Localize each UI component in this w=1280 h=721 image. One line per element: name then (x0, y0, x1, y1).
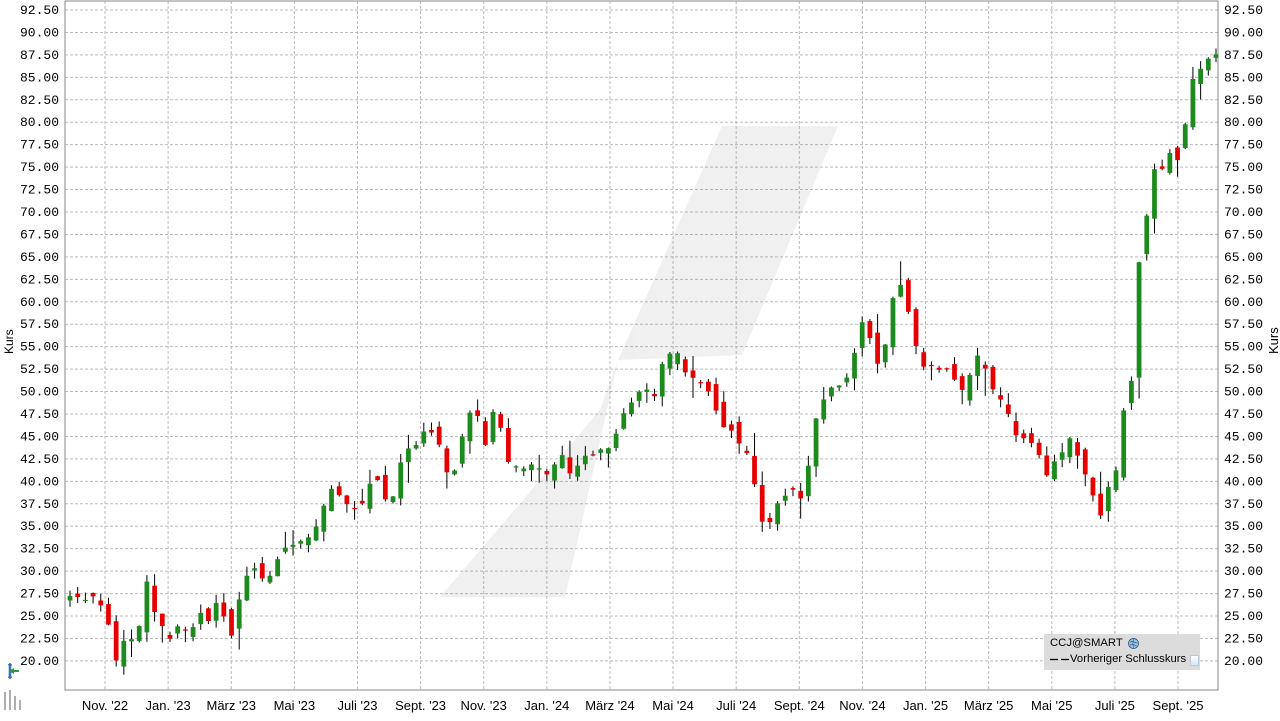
svg-text:37.50: 37.50 (1224, 497, 1263, 512)
svg-text:März '24: März '24 (585, 698, 634, 713)
svg-text:27.50: 27.50 (20, 587, 59, 602)
svg-text:25.00: 25.00 (1224, 609, 1263, 624)
svg-text:Nov. '22: Nov. '22 (82, 698, 128, 713)
svg-text:35.00: 35.00 (20, 519, 59, 534)
svg-text:90.00: 90.00 (1224, 25, 1263, 40)
svg-text:Jan. '23: Jan. '23 (146, 698, 191, 713)
svg-text:92.50: 92.50 (1224, 3, 1263, 18)
svg-text:42.50: 42.50 (20, 452, 59, 467)
svg-text:32.50: 32.50 (20, 542, 59, 557)
svg-text:Sept. '24: Sept. '24 (774, 698, 825, 713)
svg-text:82.50: 82.50 (1224, 93, 1263, 108)
svg-text:Nov. '24: Nov. '24 (839, 698, 885, 713)
svg-text:47.50: 47.50 (20, 407, 59, 422)
svg-text:Juli '23: Juli '23 (337, 698, 377, 713)
svg-text:45.00: 45.00 (1224, 429, 1263, 444)
svg-text:77.50: 77.50 (20, 138, 59, 153)
svg-text:40.00: 40.00 (20, 474, 59, 489)
svg-text:Mai '25: Mai '25 (1031, 698, 1073, 713)
svg-text:65.00: 65.00 (1224, 250, 1263, 265)
svg-text:52.50: 52.50 (20, 362, 59, 377)
svg-text:67.50: 67.50 (20, 227, 59, 242)
svg-text:90.00: 90.00 (20, 25, 59, 40)
svg-text:70.00: 70.00 (1224, 205, 1263, 220)
svg-text:32.50: 32.50 (1224, 542, 1263, 557)
svg-text:März '23: März '23 (207, 698, 256, 713)
svg-text:72.50: 72.50 (20, 183, 59, 198)
svg-text:Jan. '25: Jan. '25 (903, 698, 948, 713)
svg-text:75.00: 75.00 (1224, 160, 1263, 175)
svg-text:März '25: März '25 (964, 698, 1013, 713)
svg-text:77.50: 77.50 (1224, 138, 1263, 153)
svg-text:87.50: 87.50 (20, 48, 59, 63)
svg-text:Sept. '25: Sept. '25 (1153, 698, 1204, 713)
svg-text:60.00: 60.00 (20, 295, 59, 310)
svg-text:87.50: 87.50 (1224, 48, 1263, 63)
svg-text:22.50: 22.50 (20, 631, 59, 646)
svg-text:62.50: 62.50 (1224, 272, 1263, 287)
svg-text:50.00: 50.00 (1224, 385, 1263, 400)
svg-text:25.00: 25.00 (20, 609, 59, 624)
svg-text:62.50: 62.50 (20, 272, 59, 287)
svg-text:30.00: 30.00 (1224, 564, 1263, 579)
svg-text:60.00: 60.00 (1224, 295, 1263, 310)
svg-text:Nov. '23: Nov. '23 (461, 698, 507, 713)
svg-text:80.00: 80.00 (20, 115, 59, 130)
svg-text:85.00: 85.00 (1224, 70, 1263, 85)
svg-text:92.50: 92.50 (20, 3, 59, 18)
svg-text:22.50: 22.50 (1224, 631, 1263, 646)
svg-text:55.00: 55.00 (20, 340, 59, 355)
svg-text:Mai '24: Mai '24 (652, 698, 694, 713)
svg-text:Juli '25: Juli '25 (1095, 698, 1135, 713)
svg-text:Sept. '23: Sept. '23 (395, 698, 446, 713)
svg-text:35.00: 35.00 (1224, 519, 1263, 534)
svg-text:20.00: 20.00 (1224, 654, 1263, 669)
svg-text:30.00: 30.00 (20, 564, 59, 579)
svg-text:65.00: 65.00 (20, 250, 59, 265)
svg-text:40.00: 40.00 (1224, 474, 1263, 489)
svg-text:52.50: 52.50 (1224, 362, 1263, 377)
svg-text:47.50: 47.50 (1224, 407, 1263, 422)
svg-text:70.00: 70.00 (20, 205, 59, 220)
svg-text:42.50: 42.50 (1224, 452, 1263, 467)
svg-text:72.50: 72.50 (1224, 183, 1263, 198)
svg-text:80.00: 80.00 (1224, 115, 1263, 130)
svg-text:75.00: 75.00 (20, 160, 59, 175)
svg-text:37.50: 37.50 (20, 497, 59, 512)
svg-text:50.00: 50.00 (20, 385, 59, 400)
svg-text:82.50: 82.50 (20, 93, 59, 108)
svg-text:57.50: 57.50 (20, 317, 59, 332)
svg-text:67.50: 67.50 (1224, 227, 1263, 242)
svg-text:45.00: 45.00 (20, 429, 59, 444)
svg-text:85.00: 85.00 (20, 70, 59, 85)
svg-text:57.50: 57.50 (1224, 317, 1263, 332)
svg-text:27.50: 27.50 (1224, 587, 1263, 602)
svg-text:Jan. '24: Jan. '24 (524, 698, 569, 713)
svg-text:Mai '23: Mai '23 (274, 698, 316, 713)
svg-text:Juli '24: Juli '24 (716, 698, 756, 713)
svg-text:55.00: 55.00 (1224, 340, 1263, 355)
